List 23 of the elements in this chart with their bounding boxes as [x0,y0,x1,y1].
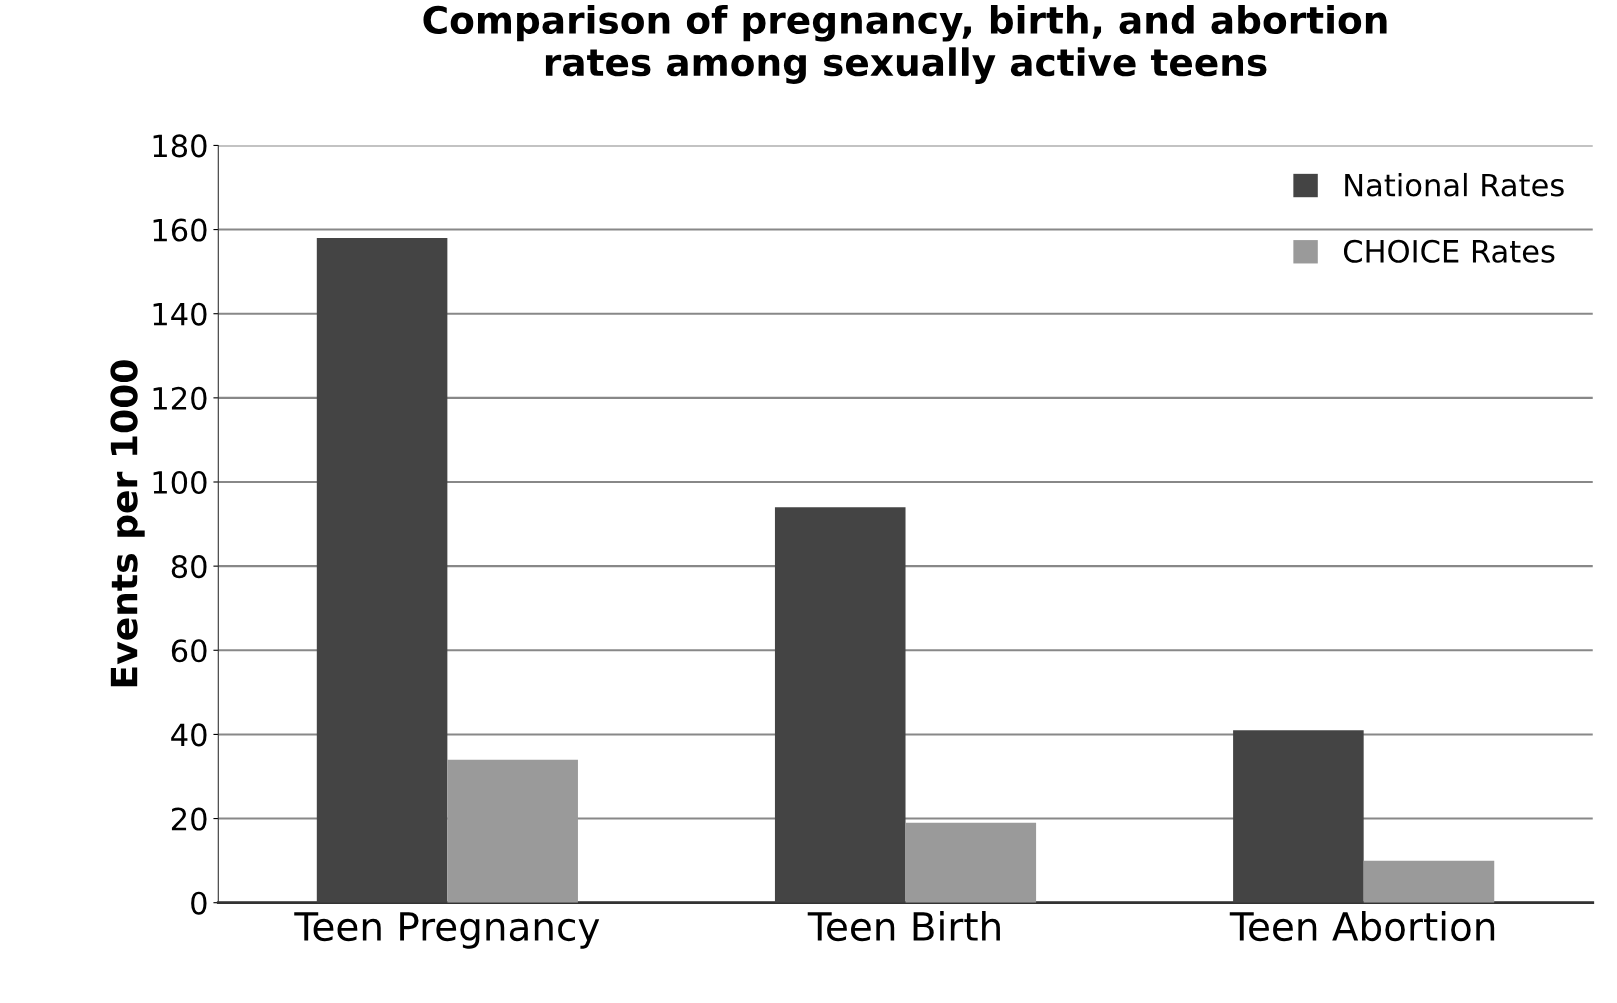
y-tick-label: 0 [191,891,207,915]
y-tick-label: 120 [153,386,207,410]
x-tick-label: Teen Pregnancy [294,912,600,949]
bar [316,237,448,903]
legend-label: National Rates [1345,172,1564,197]
bar [1363,860,1495,903]
y-tick-label: 80 [171,555,207,579]
y-tick-label: 160 [153,218,207,242]
y-tick-label: 140 [153,302,207,326]
y-tick-label: 100 [153,470,207,495]
bar [1233,730,1364,903]
y-tick-label: 180 [153,134,207,158]
bar [447,759,578,903]
bar [905,822,1037,903]
legend-label: CHOICE Rates [1343,239,1555,263]
y-axis-title: Events per 1000 [110,360,145,687]
y-tick-label: 40 [171,723,207,747]
x-tick-label: Teen Abortion [1229,911,1495,942]
x-tick-label: Teen Birth [807,911,1000,942]
y-tick-label: 20 [171,807,207,831]
chart-title: Comparison of pregnancy, birth, and abortion rates among sexually active teens [423,5,1387,84]
bar [774,507,906,903]
y-tick-label: 60 [171,639,207,663]
